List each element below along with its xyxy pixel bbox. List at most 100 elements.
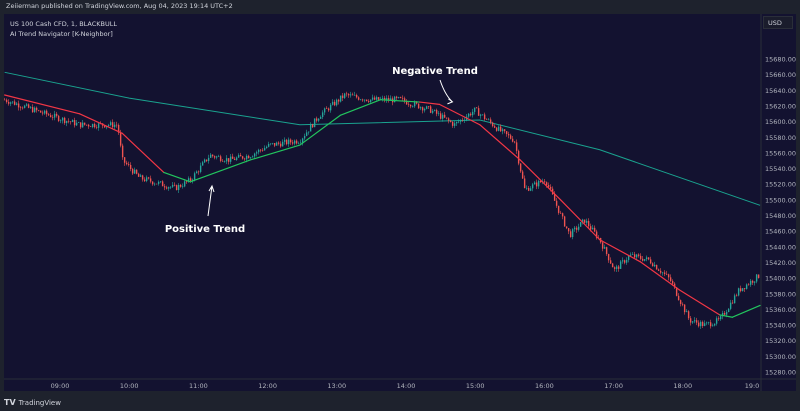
candle [563, 215, 566, 227]
candle [399, 96, 402, 99]
x-tick-label: 13:00 [327, 382, 346, 390]
candle [241, 155, 244, 160]
candle [749, 278, 752, 287]
candle [331, 99, 334, 106]
candle [639, 253, 642, 261]
candle [201, 160, 204, 166]
candle [87, 123, 90, 129]
candle-body [287, 139, 290, 145]
candle [405, 99, 408, 105]
candle [213, 155, 216, 160]
symbol-label[interactable]: US 100 Cash CFD, 1, BLACKBULL [10, 20, 118, 28]
y-tick-label: 15380.00 [765, 290, 796, 298]
candle-body [345, 93, 348, 95]
candle [75, 120, 78, 127]
candle-body [393, 96, 396, 103]
candle-body [37, 110, 40, 111]
candle-body [173, 184, 176, 186]
candle [677, 293, 680, 301]
candle-body [235, 157, 238, 160]
x-tick-label: 10:00 [120, 382, 139, 390]
chart-pane[interactable] [4, 14, 796, 391]
candle [25, 102, 28, 107]
candle [573, 226, 576, 232]
candle-body [339, 95, 342, 102]
currency-button[interactable]: USD [763, 16, 793, 29]
candle-body [505, 131, 508, 135]
candle-body [285, 139, 288, 145]
candle [165, 185, 168, 190]
candle [509, 133, 512, 140]
candle [577, 223, 580, 232]
candle [707, 321, 710, 325]
candle [133, 167, 136, 175]
candle-body [685, 311, 688, 313]
candle [91, 123, 94, 129]
candle-body [633, 254, 636, 258]
candle-body [469, 113, 472, 116]
candle [295, 139, 298, 145]
candle-body [363, 99, 366, 101]
candle-body [331, 101, 334, 105]
candle-body [23, 105, 26, 108]
candle-body [249, 157, 252, 159]
trend-line-up [299, 114, 341, 146]
candle [183, 179, 186, 188]
x-tick-label: 09:00 [51, 382, 70, 390]
candle-body [593, 227, 596, 232]
trend-line-down [678, 289, 721, 316]
candle-body [635, 254, 638, 258]
candle-body [177, 184, 180, 191]
candle [591, 224, 594, 230]
candle [63, 116, 66, 125]
candle-body [523, 178, 526, 189]
candle-body [3, 99, 6, 101]
candle [551, 186, 554, 195]
candle-body [731, 302, 734, 304]
candle-body [401, 97, 404, 99]
candle [15, 101, 18, 106]
candle [279, 141, 282, 148]
candle [309, 122, 312, 132]
candle [481, 114, 484, 116]
candle [289, 138, 292, 145]
candle-body [475, 107, 478, 109]
candle-body [239, 155, 242, 157]
y-tick-label: 15600.00 [765, 118, 796, 126]
candle-body [643, 259, 646, 261]
candle-body [477, 108, 480, 116]
candle-body [279, 143, 282, 147]
candle [209, 153, 212, 159]
candle-body [81, 122, 84, 128]
candle [505, 130, 508, 137]
candle-body [25, 104, 28, 106]
candle-body [69, 121, 72, 123]
candle [169, 186, 172, 190]
annotation-arrow [207, 184, 215, 217]
tradingview-logo[interactable]: TV TradingView [4, 398, 61, 407]
candle [163, 183, 166, 191]
candle [687, 310, 690, 321]
candle-body [95, 127, 98, 128]
candle [657, 268, 660, 271]
candle-body [449, 120, 452, 122]
candle [397, 96, 400, 99]
candle-body [59, 120, 62, 122]
candle [247, 154, 250, 159]
candle-body [737, 288, 740, 296]
candle [409, 104, 412, 109]
candle [357, 96, 360, 101]
candle-body [113, 124, 116, 128]
candle [715, 316, 718, 326]
candle [55, 111, 58, 118]
candle [21, 106, 24, 110]
candle-body [151, 181, 154, 185]
candle [683, 304, 686, 315]
indicator-label[interactable]: AI Trend Navigator [K-Neighbor] [10, 30, 113, 38]
candle-body [435, 109, 438, 114]
candle [81, 120, 84, 128]
candle [211, 154, 214, 158]
candle-body [223, 161, 226, 162]
y-tick-label: 15460.00 [765, 228, 796, 236]
candle [77, 121, 80, 123]
